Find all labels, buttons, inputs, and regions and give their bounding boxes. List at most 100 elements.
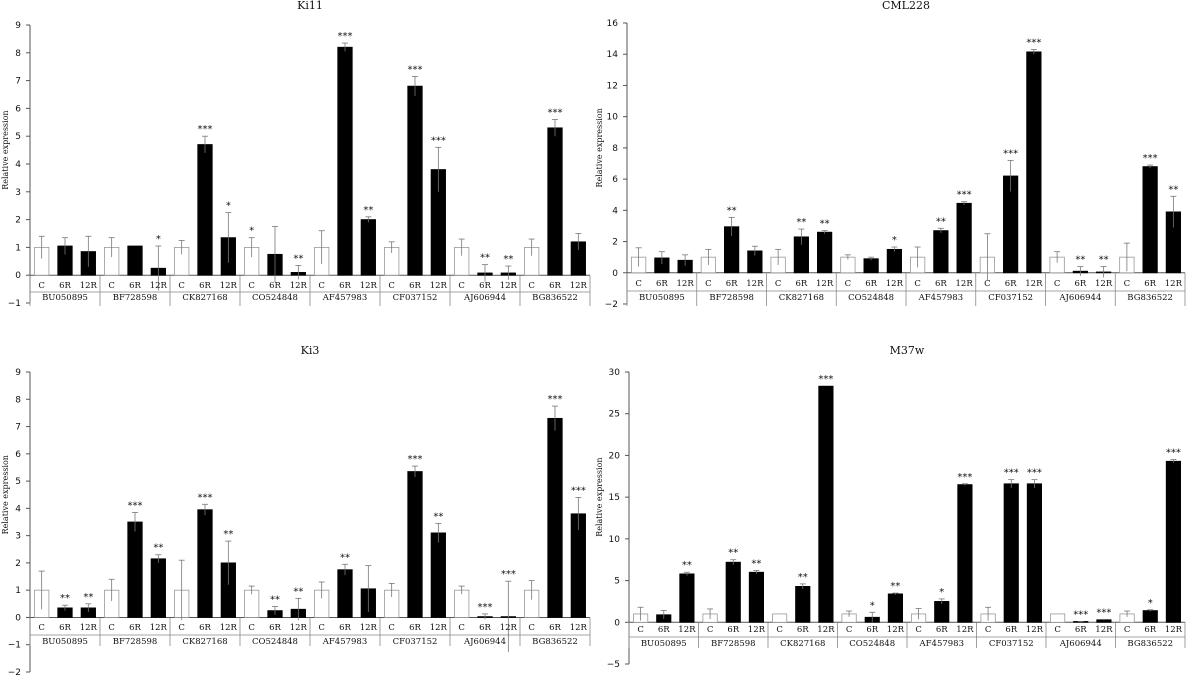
ki11-y-tick-label: 3	[15, 188, 21, 198]
cml228-treatment-label-ck827168-c: C	[775, 279, 782, 289]
ki3-gene-label-co524848: CO524848	[252, 637, 298, 647]
cml228-treatment-label-aj606944-c: C	[1054, 279, 1061, 289]
cml228-bar-af457983-12r	[956, 202, 972, 274]
ki3-treatment-label-bf728598-12r: 12R	[150, 623, 168, 633]
ki11-treatment-label-bf728598-c: C	[108, 281, 115, 291]
m37w-bar-ck827168-c	[772, 613, 788, 623]
ki3-y-tick-label: 8	[15, 395, 21, 405]
m37w-bar-bu050895-12r	[679, 573, 695, 623]
cml228-treatment-label-bf728598-12r: 12R	[746, 279, 764, 289]
ki3-bar-aj606944-c	[454, 589, 470, 618]
ki3-bar-bf728598-12r	[150, 558, 166, 618]
m37w-y-tick-label: 30	[609, 368, 621, 378]
ki3-treatment-label-bf728598-c: C	[108, 623, 115, 633]
m37w-chart-title: M37w	[890, 344, 925, 357]
m37w-treatment-label-cf037152-12r: 12R	[1026, 625, 1044, 635]
m37w-treatment-label-af457983-c: C	[915, 625, 922, 635]
cml228-treatment-label-ck827168-12r: 12R	[816, 279, 834, 289]
m37w-treatment-label-aj606944-6r: 6R	[1075, 625, 1087, 635]
ki11-bar-af457983-12r	[360, 219, 376, 276]
m37w-significance-af457983-6r: *	[939, 587, 944, 598]
cml228-y-tick-label: 4	[612, 206, 618, 216]
ki11-treatment-label-bg836522-12r: 12R	[570, 281, 588, 291]
m37w-y-tick-label: 5	[614, 577, 620, 587]
cml228-gene-label-aj606944: AJ606944	[1058, 293, 1101, 303]
chart-svg-ki3: Ki3 Relative expression −2 −1 0 1 2 3 4 5 6 7 8 9 BU05…	[1, 344, 591, 678]
m37w-y-tick-label: 10	[609, 535, 621, 545]
ki11-treatment-label-bf728598-12r: 12R	[150, 281, 168, 291]
m37w-bar-af457983-6r	[934, 601, 950, 623]
chart-panel-cml228: CML228 Relative expression −2 0 2 4 6 8 10 12 14 16…	[594, 0, 1189, 336]
m37w-treatment-label-ck827168-6r: 6R	[797, 625, 809, 635]
ki3-significance-aj606944-12r: ***	[501, 569, 516, 580]
cml228-gene-label-cf037152: CF037152	[988, 293, 1033, 303]
ki11-treatment-label-af457983-c: C	[318, 281, 325, 291]
ki11-treatment-label-af457983-6r: 6R	[339, 281, 351, 291]
m37w-significance-aj606944-12r: ***	[1096, 607, 1111, 618]
m37w-treatment-label-af457983-6r: 6R	[936, 625, 948, 635]
ki3-gene-label-bf728598: BF728598	[113, 637, 158, 647]
ki3-significance-bf728598-6r: ***	[128, 500, 143, 511]
cml228-significance-bf728598-6r: **	[727, 205, 737, 216]
ki11-significance-cf037152-6r: ***	[408, 64, 423, 75]
ki11-gene-label-af457983: AF457983	[322, 293, 367, 303]
ki3-treatment-label-af457983-c: C	[318, 623, 325, 633]
m37w-treatment-label-bu050895-12r: 12R	[678, 625, 696, 635]
ki3-significance-cf037152-6r: ***	[408, 454, 423, 465]
m37w-gene-label-bg836522: BG836522	[1127, 639, 1173, 649]
cml228-bar-co524848-12r	[886, 248, 902, 274]
m37w-treatment-label-cf037152-6r: 6R	[1005, 625, 1017, 635]
m37w-significance-aj606944-6r: ***	[1073, 609, 1088, 620]
m37w-significance-co524848-12r: **	[890, 581, 900, 592]
cml228-y-tick-label: 14	[607, 50, 619, 60]
ki3-y-tick-label: 5	[15, 477, 21, 487]
cml228-treatment-label-aj606944-6r: 6R	[1074, 279, 1086, 289]
m37w-treatment-label-bf728598-12r: 12R	[748, 625, 766, 635]
ki3-y-tick-label: 2	[15, 559, 21, 569]
ki11-bar-ck827168-6r	[197, 144, 213, 276]
ki3-bar-bg836522-6r	[547, 417, 563, 618]
m37w-treatment-label-co524848-6r: 6R	[866, 625, 878, 635]
m37w-gene-label-aj606944: AJ606944	[1059, 639, 1102, 649]
cml228-significance-af457983-6r: **	[936, 216, 946, 227]
ki11-chart-title: Ki11	[297, 0, 323, 12]
cml228-bar-af457983-6r	[933, 230, 949, 274]
ki3-bar-af457983-6r	[337, 569, 353, 618]
cml228-y-tick-label: 16	[607, 19, 619, 29]
ki3-treatment-label-aj606944-12r: 12R	[500, 623, 518, 633]
ki11-y-tick-label: 4	[15, 160, 21, 170]
ki3-treatment-label-ck827168-6r: 6R	[199, 623, 211, 633]
ki3-significance-bu050895-12r: **	[83, 592, 93, 603]
ki3-significance-aj606944-6r: ***	[478, 602, 493, 613]
cml228-treatment-label-co524848-6r: 6R	[865, 279, 877, 289]
cml228-bar-cf037152-12r	[1026, 51, 1042, 274]
cml228-treatment-label-bg836522-6r: 6R	[1144, 279, 1156, 289]
m37w-significance-ck827168-12r: ***	[818, 374, 833, 385]
ki11-treatment-label-bu050895-c: C	[38, 281, 45, 291]
ki11-treatment-label-bu050895-12r: 12R	[80, 281, 98, 291]
ki11-gene-label-ck827168: CK827168	[182, 293, 227, 303]
ki11-y-tick-label: 8	[15, 49, 21, 59]
m37w-treatment-label-af457983-12r: 12R	[956, 625, 974, 635]
cml228-gene-label-ck827168: CK827168	[779, 293, 824, 303]
ki11-y-tick-label: 0	[15, 271, 21, 281]
ki3-treatment-label-bu050895-c: C	[38, 623, 45, 633]
m37w-treatment-label-bg836522-c: C	[1124, 625, 1131, 635]
cml228-bar-bg836522-6r	[1142, 166, 1158, 274]
ki11-y-tick-label: 9	[15, 21, 21, 31]
m37w-bar-cf037152-6r	[1003, 483, 1019, 623]
m37w-y-tick-label: 0	[614, 618, 620, 628]
m37w-treatment-label-cf037152-c: C	[985, 625, 992, 635]
ki3-significance-af457983-6r: **	[340, 552, 350, 563]
cml228-treatment-label-af457983-12r: 12R	[956, 279, 974, 289]
ki3-treatment-label-af457983-12r: 12R	[360, 623, 378, 633]
ki3-y-tick-label: 3	[15, 532, 21, 542]
m37w-treatment-label-aj606944-c: C	[1054, 625, 1061, 635]
m37w-bar-af457983-12r	[957, 484, 973, 623]
m37w-gene-label-bu050895: BU050895	[641, 639, 687, 649]
m37w-bar-aj606944-c	[1050, 613, 1066, 623]
ki3-treatment-label-co524848-c: C	[248, 623, 255, 633]
cml228-y-tick-label: 10	[607, 113, 619, 123]
m37w-significance-af457983-12r: ***	[957, 472, 972, 483]
ki11-significance-co524848-12r: **	[293, 253, 303, 264]
